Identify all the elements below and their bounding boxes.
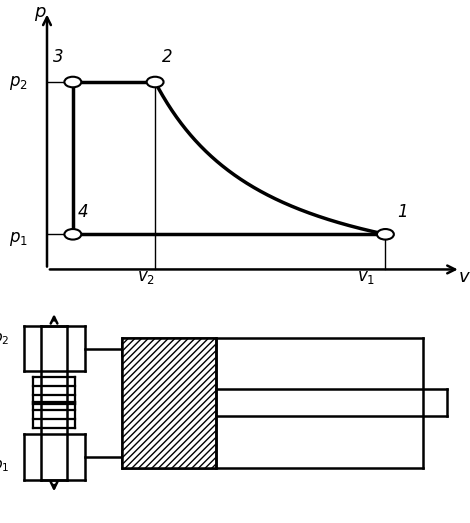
Circle shape	[64, 229, 81, 240]
Text: 3: 3	[53, 48, 63, 66]
Text: $p_2$: $p_2$	[9, 74, 28, 93]
Circle shape	[377, 229, 394, 240]
Circle shape	[64, 77, 81, 87]
Text: 4: 4	[78, 203, 88, 221]
Text: $p_1$: $p_1$	[9, 230, 28, 248]
Text: 1: 1	[397, 203, 408, 221]
Text: v: v	[458, 268, 469, 286]
Text: $v_1$: $v_1$	[358, 268, 376, 286]
Text: p: p	[34, 3, 46, 20]
Text: 2: 2	[162, 48, 173, 66]
Bar	[122, 338, 216, 468]
Text: $v_2$: $v_2$	[137, 268, 155, 286]
Circle shape	[147, 77, 164, 87]
Text: $p_1$: $p_1$	[0, 459, 9, 474]
Text: $p_2$: $p_2$	[0, 331, 9, 347]
